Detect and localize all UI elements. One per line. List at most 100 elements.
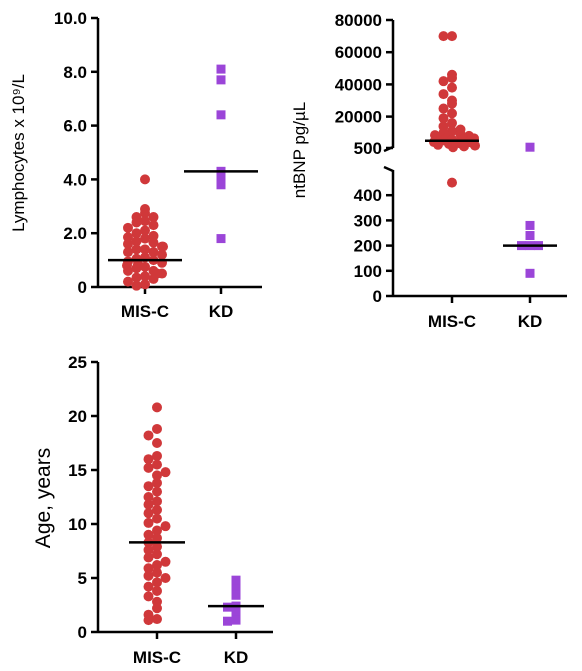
misc-point [152, 450, 162, 461]
kd-point [216, 64, 226, 74]
y-tick-label: 8.0 [63, 63, 87, 82]
misc-point [131, 280, 142, 291]
y-tick-label: 0 [78, 623, 87, 642]
y-axis-title: ntBNP pg/µL [290, 102, 309, 198]
misc-point [438, 76, 449, 87]
misc-point [140, 279, 150, 290]
misc-point [143, 481, 154, 492]
axis-break-mark [383, 165, 394, 173]
misc-point [131, 217, 142, 228]
misc-point [143, 508, 154, 519]
y-tick-label: 0 [78, 278, 87, 297]
misc-point [152, 603, 162, 614]
misc-point [140, 216, 150, 227]
y-tick-label: 20000 [335, 108, 382, 127]
x-tick-label: KD [209, 302, 234, 321]
y-tick-label: 10.0 [54, 9, 87, 28]
kd-point [525, 231, 535, 241]
kd-point [216, 234, 226, 244]
misc-point [152, 577, 162, 588]
misc-point [143, 615, 154, 626]
misc-point [143, 529, 154, 540]
misc-point [131, 272, 142, 283]
misc-point [438, 31, 449, 42]
misc-point [157, 249, 167, 260]
misc-point [152, 486, 162, 497]
misc-point [158, 241, 168, 252]
misc-point [143, 544, 154, 555]
misc-point [143, 462, 154, 473]
kd-point [216, 174, 226, 184]
misc-point [447, 82, 457, 93]
y-axis-title: Age, years [32, 448, 55, 548]
kd-point [231, 608, 241, 618]
kd-point [231, 590, 241, 600]
y-tick-label: 10 [68, 515, 87, 534]
misc-point [152, 402, 162, 413]
misc-point [152, 560, 162, 571]
y-tick-label: 400 [354, 186, 382, 205]
x-tick-label: MIS-C [428, 312, 476, 331]
misc-point [148, 237, 159, 248]
misc-point [448, 142, 458, 153]
misc-point [131, 228, 142, 239]
kd-point [525, 142, 535, 152]
misc-point [447, 31, 457, 42]
y-tick-label: 60000 [335, 43, 382, 62]
misc-point [140, 244, 150, 255]
misc-point [152, 470, 162, 481]
misc-point [438, 103, 449, 114]
misc-point [447, 177, 457, 188]
kd-point [216, 180, 226, 190]
y-tick-label: 2.0 [63, 224, 87, 243]
misc-point [123, 265, 133, 276]
misc-point [148, 220, 159, 231]
misc-point [123, 222, 133, 233]
kd-point [223, 616, 232, 626]
y-tick-label: 25 [68, 353, 87, 372]
misc-point [148, 212, 159, 223]
misc-point [459, 141, 469, 152]
misc-point [143, 552, 154, 563]
kd-point [231, 575, 241, 585]
misc-point [140, 174, 150, 185]
y-tick-label: 300 [354, 211, 382, 230]
kd-point [525, 268, 535, 278]
y-tick-label: 500 [354, 139, 382, 158]
y-tick-label: 5 [78, 569, 87, 588]
x-tick-label: MIS-C [133, 648, 181, 667]
misc-point [143, 517, 154, 528]
misc-point [447, 108, 457, 119]
x-tick-label: MIS-C [121, 302, 169, 321]
misc-point [152, 541, 162, 552]
misc-point [143, 454, 154, 465]
misc-point [152, 533, 162, 544]
y-tick-label: 200 [354, 237, 382, 256]
misc-point [160, 521, 171, 532]
misc-point [438, 89, 449, 100]
y-axis-title: Lymphocytes x 10⁹/L [9, 74, 28, 232]
misc-point [140, 208, 150, 219]
misc-point [152, 459, 162, 470]
misc-point [152, 549, 162, 560]
misc-point [140, 261, 150, 272]
misc-point [148, 273, 159, 284]
misc-point [143, 499, 154, 510]
kd-point [525, 220, 535, 230]
y-tick-label: 15 [68, 461, 87, 480]
misc-point [143, 563, 154, 574]
misc-point [438, 113, 449, 124]
age-panel: 0 5 10 15 20 25 MIS-C KD Age, years [32, 353, 273, 667]
misc-point [123, 276, 133, 287]
misc-point [152, 525, 162, 536]
misc-point [447, 118, 457, 129]
misc-point [131, 244, 142, 255]
kd-point [231, 584, 241, 594]
misc-point [140, 233, 150, 244]
y-tick-label: 20 [68, 407, 87, 426]
misc-point [152, 438, 162, 448]
misc-point [148, 247, 159, 258]
misc-point [152, 477, 162, 488]
misc-point [433, 139, 443, 150]
